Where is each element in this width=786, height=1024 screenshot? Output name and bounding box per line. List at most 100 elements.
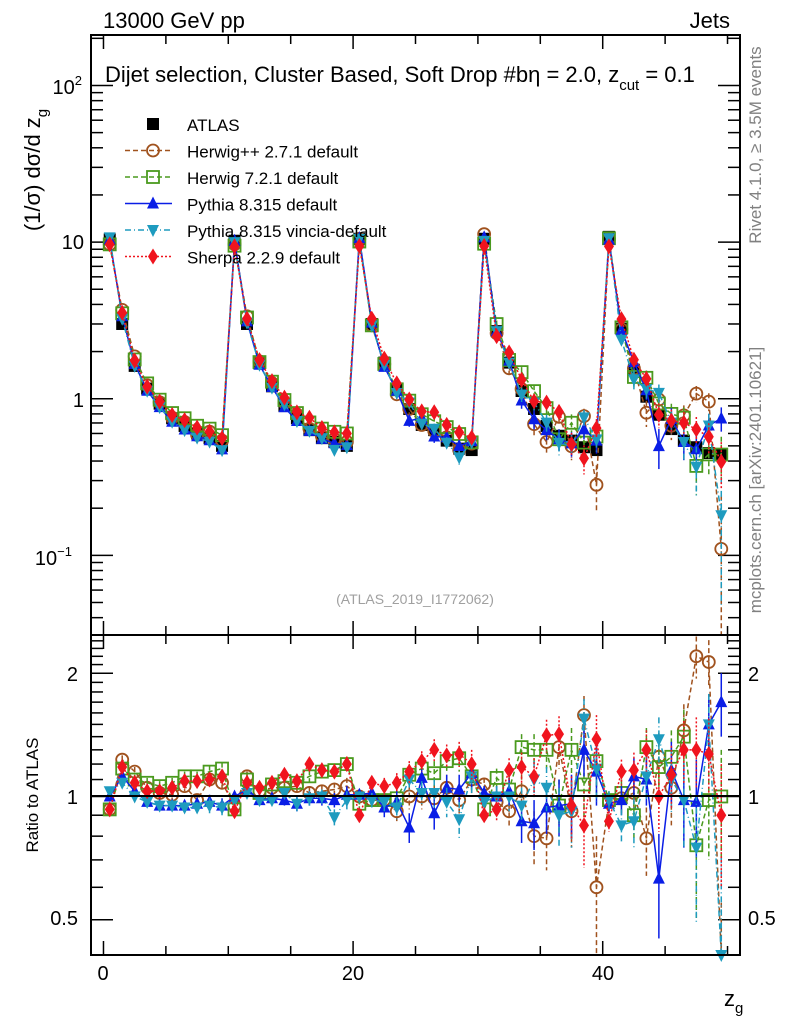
main-point <box>715 510 728 523</box>
main-point <box>178 425 191 438</box>
ratio-point <box>440 780 453 793</box>
main-series-sherpa-2-2-9-default <box>104 236 727 490</box>
main-ytick-label-0.1: 10−1 <box>35 544 72 570</box>
main-ytick-label-100: 102 <box>53 73 82 99</box>
main-point <box>677 437 690 450</box>
ratio-point <box>465 771 478 784</box>
ratio-point <box>403 774 416 787</box>
ratio-point <box>515 814 528 827</box>
xtick-label-40: 40 <box>592 963 614 985</box>
ratio-point <box>541 727 552 744</box>
ratio-point <box>639 831 654 846</box>
ratio-point <box>204 771 215 788</box>
ratio-point <box>578 817 589 834</box>
legend-label: Herwig++ 2.7.1 default <box>187 143 358 162</box>
ratio-point <box>503 791 516 804</box>
main-point <box>653 406 664 423</box>
main-point <box>689 386 704 401</box>
ratio-point <box>627 816 640 829</box>
title-right: Jets <box>690 8 730 33</box>
xtick-label-0: 0 <box>97 963 108 985</box>
ratio-point <box>590 763 603 776</box>
main-point <box>566 436 577 453</box>
main-point <box>191 432 204 445</box>
ratio-point <box>228 795 241 808</box>
main-ylabel: (1/σ) dσ/d zg <box>20 109 51 231</box>
ratio-point <box>428 787 441 800</box>
ratio-point <box>490 791 503 804</box>
ratio-point <box>616 763 627 780</box>
ratio-point <box>652 871 665 884</box>
ratio-point <box>242 774 253 791</box>
ratio-point <box>203 800 216 813</box>
ratio-point <box>429 741 440 758</box>
ratio-point <box>716 807 727 824</box>
ratio-point <box>690 842 703 855</box>
main-point <box>341 425 352 442</box>
ratio-point <box>141 796 154 809</box>
ratio-point <box>691 741 702 758</box>
ratio-point <box>440 796 453 809</box>
ratio-point <box>453 814 466 827</box>
main-point <box>715 411 728 424</box>
main-point <box>279 389 290 406</box>
ratio-point <box>491 801 502 818</box>
ratio-point <box>428 806 441 819</box>
legend-item: Herwig++ 2.7.1 default <box>125 143 358 162</box>
legend-marker <box>146 143 160 158</box>
legend-marker <box>147 225 159 237</box>
ratio-point <box>415 770 428 783</box>
legend-marker <box>148 248 158 265</box>
ratio-point <box>278 787 291 800</box>
ratio-point <box>577 742 590 755</box>
ratio-point <box>354 807 365 824</box>
ratio-point <box>640 771 653 784</box>
ratio-point <box>265 795 278 808</box>
main-point <box>678 414 689 431</box>
legend-marker <box>147 118 159 130</box>
ratio-point <box>391 774 402 791</box>
ratio-point <box>702 719 715 732</box>
legend-label: Sherpa 2.2.9 default <box>187 249 340 268</box>
ratio-series-layer <box>102 636 729 962</box>
main-point <box>142 378 153 395</box>
main-point <box>404 391 415 408</box>
ratio-point <box>515 800 528 813</box>
ratio-point <box>328 793 341 806</box>
ratio-point <box>390 802 403 815</box>
main-point <box>104 236 115 253</box>
ratio-point <box>104 801 115 818</box>
main-point <box>229 238 240 255</box>
ratio-point <box>652 734 665 747</box>
ratio-point <box>216 802 229 815</box>
watermark: (ATLAS_2019_I1772062) <box>336 591 494 607</box>
ratio-series-pythia-8-315-vincia-default <box>103 693 728 962</box>
main-point <box>290 416 303 429</box>
main-point <box>540 417 553 430</box>
main-point <box>179 412 190 429</box>
main-point <box>591 420 602 437</box>
ratio-point <box>179 773 190 790</box>
main-point <box>390 387 403 400</box>
ratio-point <box>566 797 577 814</box>
legend-label: Pythia 8.315 vincia-default <box>187 222 387 241</box>
legend-item: Herwig 7.2.1 default <box>125 169 338 188</box>
ratio-point <box>504 762 515 779</box>
ratio-point <box>365 795 378 808</box>
main-point <box>504 344 515 361</box>
ratio-point <box>191 802 204 815</box>
side-label-top: Rivet 4.1.0, ≥ 3.5M events <box>746 46 765 243</box>
ratio-point <box>365 785 378 798</box>
legend-item: ATLAS <box>147 116 240 135</box>
ratio-point <box>516 759 527 776</box>
ratio-point <box>589 880 604 895</box>
main-point <box>329 424 340 441</box>
main-point <box>666 412 677 429</box>
main-point <box>453 438 466 451</box>
ratio-point <box>291 773 302 790</box>
legend-item: Pythia 8.315 default <box>125 196 338 215</box>
ratio-line-herwig-7-2-1-default <box>109 734 722 846</box>
main-point <box>615 323 628 336</box>
ratio-point <box>166 800 179 813</box>
ratio-point <box>701 655 716 669</box>
